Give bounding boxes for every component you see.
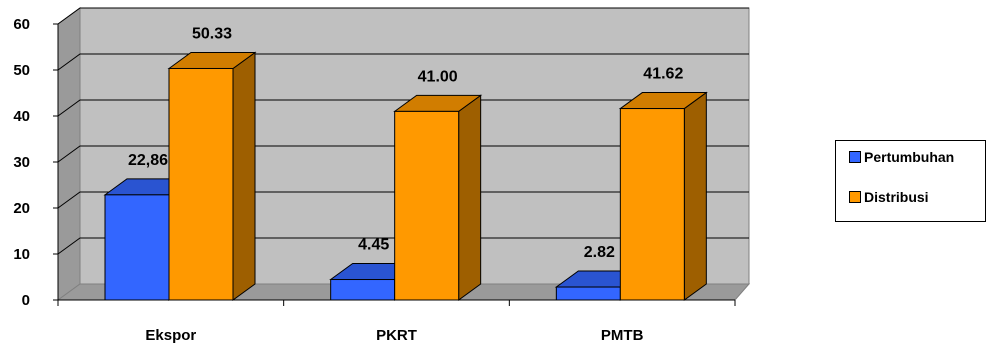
gridline xyxy=(57,53,749,71)
bar-front xyxy=(168,67,234,301)
bar-distribusi-pmtb xyxy=(618,91,708,301)
x-tick-label-ekspor: Ekspor xyxy=(145,327,196,344)
bar-front xyxy=(619,108,685,301)
y-tick-label: 10 xyxy=(13,246,30,263)
bar-front xyxy=(394,110,460,301)
y-tick-label: 40 xyxy=(13,108,30,125)
y-tick-label: 50 xyxy=(13,62,30,79)
data-label-distribusi-pmtb: 41.62 xyxy=(643,66,683,83)
gridline xyxy=(57,237,749,255)
bar-front xyxy=(555,286,621,301)
data-label-pertumbuhan-pmtb: 2.82 xyxy=(584,244,615,261)
bar-front xyxy=(104,194,170,301)
x-tick-label-pkrt: PKRT xyxy=(376,327,417,344)
legend-item-distribusi: Distribusi xyxy=(849,189,929,205)
bar-distribusi-pkrt xyxy=(393,94,483,301)
gridline xyxy=(57,99,749,117)
data-label-pertumbuhan-ekspor: 22,86 xyxy=(128,152,168,169)
y-tick-label: 0 xyxy=(22,292,30,309)
y-tick-label: 20 xyxy=(13,200,30,217)
gridline xyxy=(57,7,749,25)
gridline xyxy=(57,191,749,209)
legend-swatch-pertumbuhan xyxy=(849,151,861,163)
y-tick-label: 30 xyxy=(13,154,30,171)
data-label-distribusi-ekspor: 50.33 xyxy=(192,25,232,42)
bar-front xyxy=(330,279,396,301)
bar-side xyxy=(683,91,707,301)
bar-distribusi-ekspor xyxy=(167,51,257,301)
legend-swatch-distribusi xyxy=(849,191,861,203)
bar-side xyxy=(232,51,256,301)
data-label-distribusi-pkrt: 41.00 xyxy=(418,68,458,85)
legend-label-pertumbuhan: Pertumbuhan xyxy=(864,149,955,165)
y-tick-label: 60 xyxy=(13,16,30,33)
bar-side xyxy=(458,94,482,301)
data-label-pertumbuhan-pkrt: 4.45 xyxy=(358,237,389,254)
x-tick-label-pmtb: PMTB xyxy=(601,327,644,344)
legend-item-pertumbuhan: Pertumbuhan xyxy=(849,149,954,165)
chart-legend: Pertumbuhan Distribusi xyxy=(835,140,986,222)
legend-label-distribusi: Distribusi xyxy=(864,189,929,205)
gridlines xyxy=(57,7,749,255)
gridline xyxy=(57,145,749,163)
